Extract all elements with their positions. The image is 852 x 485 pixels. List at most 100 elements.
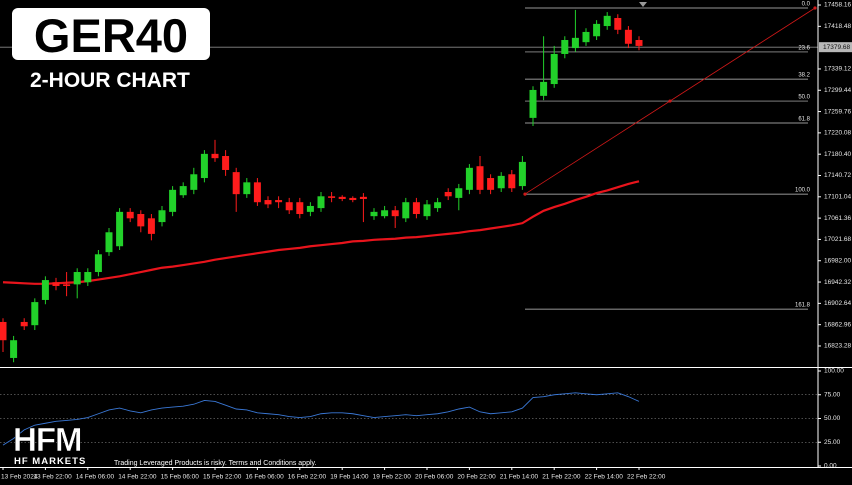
candle-body xyxy=(190,174,198,190)
indicator-tick-label: 75.00 xyxy=(824,391,841,398)
candle-body xyxy=(63,284,71,286)
candle-body xyxy=(518,161,526,187)
y-tick-label: 16942.32 xyxy=(824,279,851,286)
candle-body xyxy=(465,167,473,190)
fib-anchor xyxy=(813,6,817,10)
y-tick-label: 17299.44 xyxy=(824,87,851,94)
y-tick-label: 17061.36 xyxy=(824,215,851,222)
candle-body xyxy=(338,196,346,199)
candle-body xyxy=(200,153,208,179)
fib-level-label: 50.0 xyxy=(798,95,810,101)
x-tick-label: 15 Feb 06:00 xyxy=(161,474,200,481)
y-tick-label: 17140.72 xyxy=(824,172,851,179)
fib-level-label: 23.6 xyxy=(798,45,810,51)
x-tick-label: 20 Feb 22:00 xyxy=(457,474,496,481)
candle-body xyxy=(10,340,18,358)
candle-body xyxy=(540,81,548,96)
candle-body xyxy=(370,211,378,217)
indicator-tick-label: 0.00 xyxy=(824,463,837,470)
x-tick-label: 22 Feb 22:00 xyxy=(627,474,666,481)
indicator-tick-label: 100.00 xyxy=(824,368,844,375)
brand-logo: HFM xyxy=(13,421,81,458)
fib-level-label: 61.8 xyxy=(798,117,810,123)
candle-body xyxy=(20,321,28,327)
candle-body xyxy=(285,202,293,211)
candle-body xyxy=(222,156,230,170)
candle-body xyxy=(264,200,272,205)
candle-body xyxy=(253,182,261,203)
disclaimer: Trading Leveraged Products is risky. Ter… xyxy=(114,460,317,467)
y-tick-label: 17418.48 xyxy=(824,23,851,30)
candle-body xyxy=(296,202,304,215)
candle-body xyxy=(243,182,251,195)
fib-level-label: 100.0 xyxy=(795,188,811,194)
candle-body xyxy=(529,89,537,118)
y-tick-label: 17180.40 xyxy=(824,151,851,158)
candle-body xyxy=(41,280,49,300)
y-tick-label: 17259.76 xyxy=(824,108,851,115)
y-tick-label: 16982.00 xyxy=(824,257,851,264)
current-price-box xyxy=(819,42,852,53)
candle-body xyxy=(232,172,240,195)
title-box xyxy=(12,8,210,60)
x-tick-label: 22 Feb 14:00 xyxy=(585,474,624,481)
candle-body xyxy=(455,188,463,198)
candle-body xyxy=(391,210,399,217)
chart-subtitle: 2-HOUR CHART xyxy=(30,69,190,92)
fib-level-label: 161.8 xyxy=(795,303,811,309)
candle-body xyxy=(275,200,283,203)
shift-marker xyxy=(639,2,647,7)
candle-body xyxy=(402,202,410,219)
candle-body xyxy=(52,282,60,286)
y-tick-label: 16902.64 xyxy=(824,300,851,307)
indicator-line xyxy=(2,392,640,446)
indicator-tick-label: 50.00 xyxy=(824,415,841,422)
candle-body xyxy=(105,232,113,253)
candle-body xyxy=(603,15,611,27)
candle-body xyxy=(94,254,102,273)
candle-body xyxy=(158,210,166,223)
candle-body xyxy=(116,211,124,247)
candle-body xyxy=(349,197,357,201)
candle-body xyxy=(31,302,39,326)
candle-body xyxy=(73,272,81,285)
y-tick-label: 16823.28 xyxy=(824,343,851,350)
x-tick-label: 13 Feb 2024 xyxy=(1,474,38,481)
x-tick-label: 21 Feb 22:00 xyxy=(542,474,581,481)
indicator-tick-label: 25.00 xyxy=(824,439,841,446)
candle-body xyxy=(476,166,484,190)
candle-body xyxy=(593,23,601,37)
candle-body xyxy=(497,175,505,189)
candle-body xyxy=(317,196,325,209)
plot-area: 0.0 23.6 38.2 50.0 61.8 100.0 161.8 xyxy=(0,2,818,446)
x-tick-label: 19 Feb 22:00 xyxy=(373,474,412,481)
candle-body xyxy=(359,196,367,199)
candle-body xyxy=(179,186,187,196)
x-tick-label: 21 Feb 14:00 xyxy=(500,474,539,481)
candle-body xyxy=(487,178,495,190)
x-tick-label: 15 Feb 22:00 xyxy=(203,474,242,481)
candle-body xyxy=(306,205,314,212)
x-tick-label: 14 Feb 06:00 xyxy=(76,474,115,481)
y-tick-label: 17021.68 xyxy=(824,236,851,243)
candle-body xyxy=(561,40,569,54)
y-tick-label: 17220.08 xyxy=(824,130,851,137)
x-tick-label: 14 Feb 22:00 xyxy=(118,474,157,481)
candle-body xyxy=(126,211,134,219)
x-tick-label: 13 Feb 22:00 xyxy=(33,474,72,481)
candle-body xyxy=(508,174,516,189)
y-tick-label: 17101.04 xyxy=(824,194,851,201)
candle-body xyxy=(423,204,431,217)
candle-body xyxy=(137,214,145,227)
candle-body xyxy=(412,202,420,215)
brand-name: HF MARKETS xyxy=(14,456,86,467)
x-tick-label: 20 Feb 06:00 xyxy=(415,474,454,481)
candle-body xyxy=(84,272,92,283)
current-price-label: 17379.68 xyxy=(823,44,850,51)
chart-title: GER40 xyxy=(34,9,188,62)
y-tick-label: 17339.12 xyxy=(824,66,851,73)
candle-body xyxy=(582,31,590,43)
